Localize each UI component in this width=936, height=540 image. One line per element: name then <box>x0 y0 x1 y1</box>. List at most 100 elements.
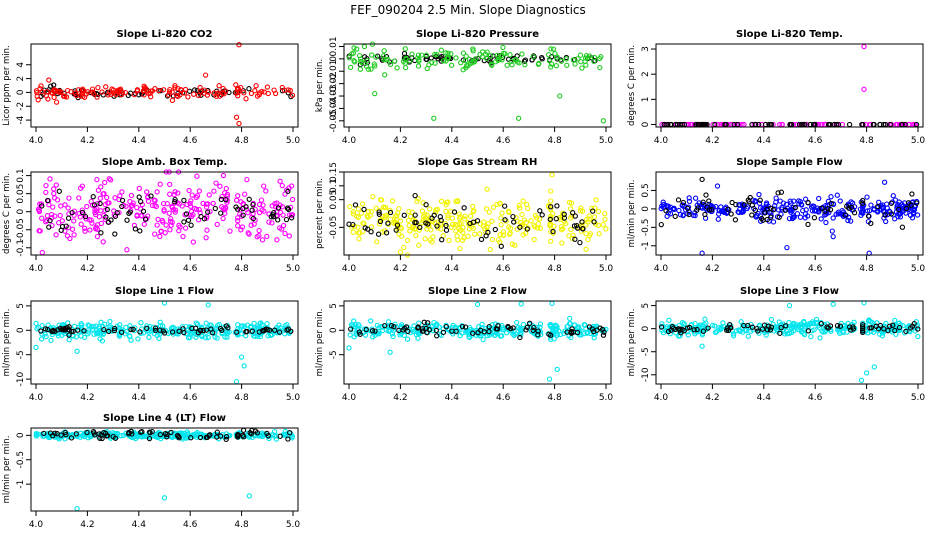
data-point-black <box>81 328 87 334</box>
data-point-cyan <box>390 333 396 340</box>
plot-frame <box>30 427 299 512</box>
data-point-blue <box>716 207 722 214</box>
y-tick-label: 0 <box>329 327 339 333</box>
data-point-black <box>423 202 429 208</box>
data-point-black <box>759 215 765 222</box>
data-point-black <box>137 329 143 335</box>
data-point-green <box>403 56 409 62</box>
data-point-black <box>768 324 775 330</box>
x-tick-label: 4.2 <box>80 393 94 403</box>
data-point-red <box>78 93 84 99</box>
data-point-black <box>848 327 854 333</box>
data-points <box>346 300 609 382</box>
data-point-magenta <box>240 201 246 207</box>
y-tick-label: -0.03 <box>329 84 339 107</box>
data-point-cyan <box>38 336 45 342</box>
data-point-magenta <box>149 202 156 209</box>
data-point-cyan <box>126 333 133 339</box>
data-point-yellow <box>446 237 452 244</box>
x-tick-label: 4.4 <box>757 393 772 403</box>
data-point-black <box>102 430 109 436</box>
data-point-cyan <box>135 336 141 342</box>
y-tick-label: 5 <box>16 303 26 309</box>
panel-5: Slope Gas Stream RH percent per min. 4.0 4.… <box>315 157 613 274</box>
data-point-magenta <box>269 220 275 226</box>
data-point-cyan <box>39 322 45 329</box>
x-tick-label: 4.6 <box>183 520 198 530</box>
data-point-cyan <box>33 433 40 439</box>
data-point-black <box>675 197 682 203</box>
data-point-black <box>702 211 708 218</box>
data-point-red <box>103 84 109 90</box>
data-point-cyan <box>800 319 807 326</box>
data-point-magenta <box>244 176 250 183</box>
data-point-cyan <box>257 321 263 327</box>
data-point-yellow <box>347 203 353 210</box>
data-point-cyan <box>537 321 544 327</box>
data-point-cyan <box>586 327 593 333</box>
data-point-magenta <box>187 200 193 207</box>
data-point-black <box>277 433 283 439</box>
y-tick-label: -5 <box>329 350 339 359</box>
data-point-red <box>61 93 67 99</box>
data-point-black <box>400 327 406 333</box>
data-point-black <box>138 198 144 205</box>
data-point-black <box>764 216 770 223</box>
data-point-black <box>591 219 597 225</box>
data-point-yellow <box>512 242 518 248</box>
data-point-cyan <box>41 433 47 439</box>
data-point-blue <box>770 219 777 225</box>
data-point-black <box>727 324 733 331</box>
data-point-green <box>458 60 464 66</box>
data-point-yellow <box>489 236 496 243</box>
data-point-blue <box>799 202 805 208</box>
data-point-black <box>421 319 427 325</box>
data-point-blue <box>901 205 908 212</box>
data-point-cyan <box>786 319 792 326</box>
data-point-black <box>846 205 852 211</box>
data-point-yellow <box>583 216 590 223</box>
data-point-cyan <box>836 328 842 334</box>
data-point-yellow <box>535 221 541 227</box>
data-point-blue <box>658 205 664 212</box>
data-point-yellow <box>480 223 487 229</box>
data-point-black <box>99 435 105 442</box>
data-point-red <box>118 92 125 98</box>
data-point-yellow <box>350 211 357 217</box>
data-point-cyan <box>157 319 163 325</box>
data-point-black <box>571 223 578 229</box>
data-point-black <box>486 328 492 335</box>
data-point-black <box>670 325 677 331</box>
data-point-green <box>359 59 365 66</box>
data-point-green <box>443 58 449 64</box>
panel-title: Slope Line 1 Flow <box>115 286 214 297</box>
data-point-black <box>405 328 411 335</box>
data-point-cyan <box>138 320 144 326</box>
data-point-cyan <box>257 320 264 326</box>
data-point-red <box>241 90 247 96</box>
data-point-blue <box>868 202 874 208</box>
data-point-green <box>504 62 510 68</box>
data-point-cyan <box>282 331 288 337</box>
data-point-magenta <box>67 235 73 242</box>
data-point-black <box>757 197 763 203</box>
data-point-green <box>382 72 388 78</box>
data-point-black <box>517 334 523 341</box>
data-point-yellow <box>600 222 606 228</box>
data-point-magenta <box>84 203 90 210</box>
data-point-magenta <box>51 186 57 192</box>
data-point-cyan <box>914 324 920 330</box>
data-point-green <box>535 61 542 67</box>
data-point-black <box>124 217 130 223</box>
data-point-red <box>152 86 158 92</box>
data-point-black <box>860 197 866 204</box>
data-point-black <box>50 327 56 334</box>
data-point-green <box>364 58 370 64</box>
x-tick-label: 5.0 <box>286 393 301 403</box>
data-point-magenta <box>196 206 202 213</box>
y-axis-label: ml/min per min. <box>2 436 12 504</box>
data-point-green <box>579 65 585 71</box>
data-point-green <box>385 56 391 63</box>
data-point-green <box>516 60 522 66</box>
data-point-green <box>575 56 581 62</box>
